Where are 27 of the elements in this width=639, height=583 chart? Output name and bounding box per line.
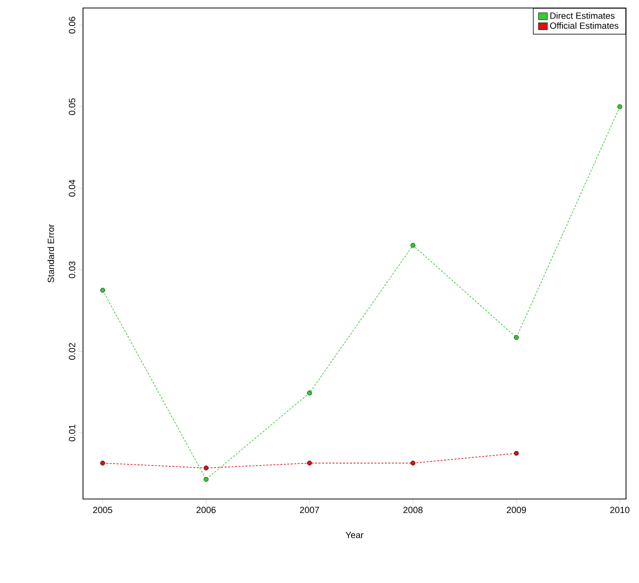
legend-label: Official Estimates — [550, 22, 618, 29]
x-tick-label: 2007 — [300, 506, 320, 514]
x-tick-label: 2006 — [196, 506, 216, 514]
point — [410, 242, 416, 248]
y-tick-label: 0.06 — [68, 16, 76, 34]
point — [514, 335, 519, 340]
y-tick-label: 0.01 — [68, 424, 76, 442]
point — [307, 390, 312, 396]
point — [100, 288, 106, 293]
point — [204, 466, 208, 470]
point — [617, 104, 622, 110]
x-tick-label: 2010 — [610, 506, 630, 514]
x-tick-label: 2009 — [506, 506, 526, 514]
x-axis-title: Year — [346, 532, 364, 538]
y-tick-label: 0.05 — [68, 98, 76, 116]
point — [307, 460, 312, 466]
x-tick-label: 2005 — [93, 506, 112, 514]
point — [100, 460, 106, 466]
y-axis-title: Standard Error — [47, 224, 54, 282]
legend-label: Direct Estimates — [550, 12, 615, 19]
point — [204, 477, 208, 482]
y-tick-label: 0.02 — [68, 343, 76, 360]
y-tick-label: 0.04 — [68, 180, 76, 197]
point — [410, 460, 416, 466]
x-tick-label: 2008 — [403, 506, 423, 514]
point — [514, 450, 519, 456]
y-tick-label: 0.03 — [68, 261, 76, 278]
